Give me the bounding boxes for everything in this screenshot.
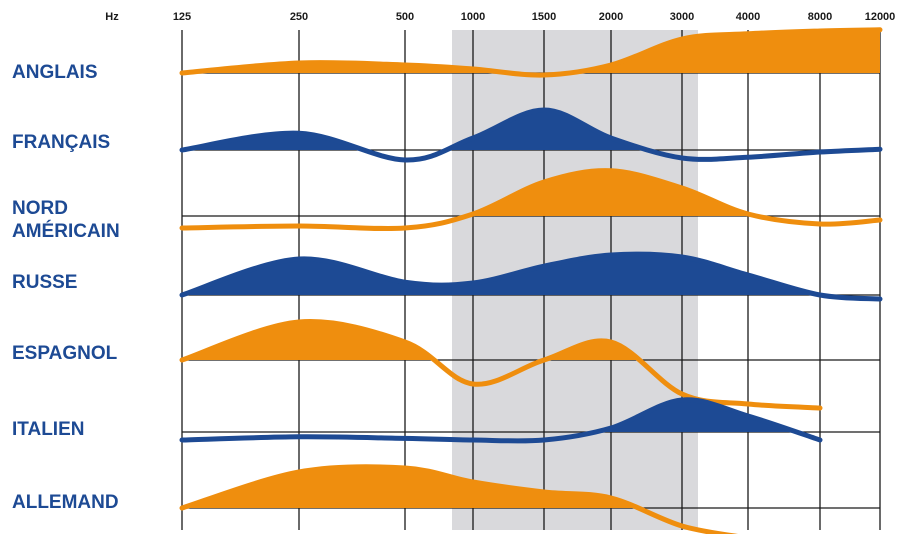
x-tick-label: 1000	[461, 11, 485, 23]
x-tick-label: 12000	[865, 11, 896, 23]
language-label-layer: ANGLAIS FRANÇAIS NORD AMÉRICAIN RUSSE ESPAGNO…	[12, 62, 120, 513]
series-label: NORD AMÉRICAIN	[12, 198, 120, 242]
series-anglais	[179, 27, 883, 78]
series-layer	[179, 27, 883, 534]
series-area	[182, 170, 880, 216]
x-tick-label: 500	[396, 11, 414, 23]
series-label: ESPAGNOL	[12, 343, 118, 364]
series-line	[179, 107, 883, 163]
series-label: ALLEMAND	[12, 492, 119, 513]
series-line	[179, 27, 883, 78]
x-axis-unit: Hz	[105, 11, 119, 23]
series-russe	[179, 251, 883, 302]
series-allemand	[179, 464, 748, 534]
x-tick-label: 125	[173, 11, 191, 23]
series-line	[179, 168, 883, 232]
series-francais	[179, 107, 883, 163]
series-line	[179, 251, 883, 302]
series-label: ITALIEN	[12, 419, 84, 440]
x-tick-label: 1500	[532, 11, 556, 23]
series-line	[179, 397, 823, 444]
x-tick-label: 2000	[599, 11, 623, 23]
series-label: RUSSE	[12, 272, 77, 293]
series-area	[182, 29, 880, 73]
series-line	[179, 464, 739, 534]
series-area	[182, 321, 820, 360]
tick-label-layer: Hz 125 250 500 1000 1500 2000 3000 4000 8000 12000	[105, 11, 895, 23]
series-label: FRANÇAIS	[12, 132, 110, 153]
series-area	[182, 110, 880, 150]
x-tick-label: 3000	[670, 11, 694, 23]
series-espagnol	[179, 319, 823, 411]
x-tick-label: 4000	[736, 11, 760, 23]
series-line	[179, 319, 823, 411]
series-nord-americain	[179, 168, 883, 232]
series-label: ANGLAIS	[12, 62, 98, 83]
x-tick-label: 8000	[808, 11, 832, 23]
series-italien	[179, 397, 823, 444]
x-tick-label: 250	[290, 11, 308, 23]
